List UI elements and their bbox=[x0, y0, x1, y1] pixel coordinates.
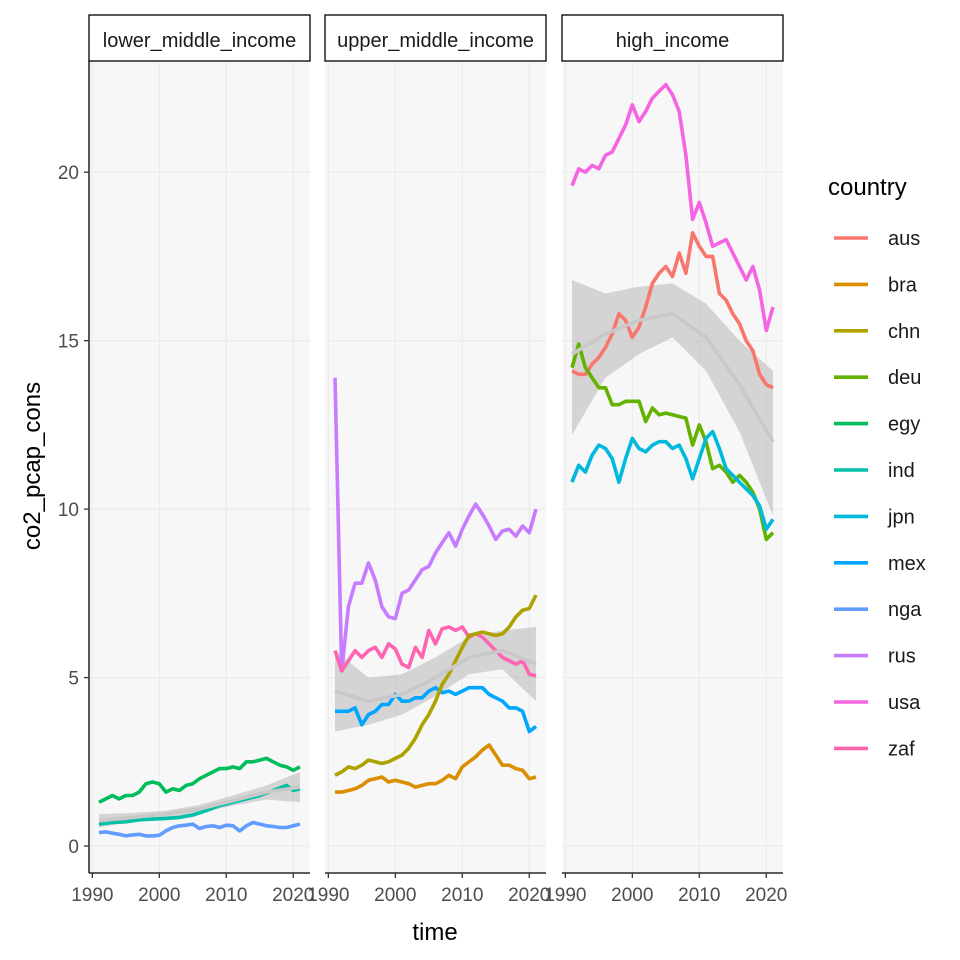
legend-label: jpn bbox=[887, 506, 915, 528]
series-line-aus bbox=[571, 231, 774, 390]
legend-entry-egy: egy bbox=[834, 414, 920, 436]
trend-confidence-band bbox=[572, 280, 773, 516]
legend-entry-deu: deu bbox=[834, 367, 921, 389]
series-line-usa bbox=[570, 82, 775, 333]
series-line-rus bbox=[333, 377, 538, 673]
y-tick-label: 0 bbox=[68, 837, 79, 858]
legend-label: nga bbox=[888, 599, 922, 621]
facet-strip-label: upper_middle_income bbox=[337, 30, 534, 52]
legend-label: mex bbox=[888, 553, 926, 575]
panel-background bbox=[562, 61, 783, 873]
legend-label: rus bbox=[888, 646, 916, 668]
legend-label: egy bbox=[888, 414, 920, 436]
legend-entry-jpn: jpn bbox=[834, 506, 915, 528]
legend-title: country bbox=[828, 174, 907, 201]
series-line-egy bbox=[98, 756, 301, 804]
legend-entry-usa: usa bbox=[834, 692, 921, 714]
legend-entry-bra: bra bbox=[834, 274, 918, 296]
y-tick-label: 10 bbox=[58, 500, 79, 521]
legend-entry-chn: chn bbox=[834, 321, 920, 343]
panel-background bbox=[325, 61, 546, 873]
legend-entry-rus: rus bbox=[834, 646, 916, 668]
legend-entry-nga: nga bbox=[834, 599, 922, 621]
facet-strip-label: high_income bbox=[616, 30, 729, 52]
legend-entry-mex: mex bbox=[834, 553, 926, 575]
legend-entry-ind: ind bbox=[834, 460, 915, 482]
x-tick-label: 2000 bbox=[374, 885, 416, 906]
facet-strip bbox=[88, 14, 311, 62]
x-axis-label: time bbox=[412, 919, 457, 946]
series-line-nga bbox=[98, 820, 301, 838]
panel-upper_middle_income: upper_middle_income 1990 2000 2010 2020 bbox=[307, 14, 550, 906]
x-tick-label: 2010 bbox=[678, 885, 720, 906]
facet-strip bbox=[324, 14, 547, 62]
series-line-bra bbox=[335, 743, 537, 794]
series-line-zaf bbox=[333, 625, 537, 678]
legend-label: usa bbox=[888, 692, 921, 714]
y-tick-label: 15 bbox=[58, 332, 79, 353]
x-tick-label: 2020 bbox=[508, 885, 550, 906]
facet-strip bbox=[561, 14, 784, 62]
facet-strip-label: lower_middle_income bbox=[103, 30, 296, 52]
series-line-deu bbox=[570, 342, 775, 542]
x-tick-label: 1990 bbox=[71, 885, 113, 906]
x-tick-label: 2020 bbox=[745, 885, 787, 906]
x-tick-label: 2000 bbox=[138, 885, 180, 906]
x-tick-label: 2010 bbox=[441, 885, 483, 906]
trend-line bbox=[98, 785, 301, 823]
legend-entry-aus: aus bbox=[834, 228, 920, 250]
x-tick-label: 1990 bbox=[544, 885, 586, 906]
legend-label: deu bbox=[888, 367, 921, 389]
y-tick-label: 5 bbox=[68, 669, 79, 690]
x-tick-label: 2000 bbox=[611, 885, 653, 906]
panel-lower_middle_income: lower_middle_income 0 5 10 15 20 1990 2000 2010 2… bbox=[58, 14, 314, 906]
legend-entry-zaf: zaf bbox=[834, 738, 915, 760]
trend-line bbox=[571, 311, 775, 443]
series-line-mex bbox=[335, 685, 538, 734]
legend-label: bra bbox=[888, 274, 918, 296]
series-line-jpn bbox=[570, 429, 775, 532]
trend-line bbox=[334, 648, 537, 704]
x-tick-label: 2010 bbox=[205, 885, 247, 906]
y-tick-label: 20 bbox=[58, 163, 79, 184]
legend-label: ind bbox=[888, 460, 915, 482]
x-tick-label: 2020 bbox=[272, 885, 314, 906]
series-line-chn bbox=[334, 594, 538, 777]
legend: country aus bra chn deu egy ind jpn mex nga rus us… bbox=[828, 174, 926, 760]
y-axis-label: co2_pcap_cons bbox=[19, 382, 46, 550]
legend-label: chn bbox=[888, 321, 920, 343]
x-tick-label: 1990 bbox=[307, 885, 349, 906]
panels-layer: lower_middle_income 0 5 10 15 20 1990 2000 2010 2… bbox=[58, 14, 787, 906]
panel-background bbox=[89, 61, 310, 873]
trend-confidence-band bbox=[99, 771, 300, 828]
legend-label: zaf bbox=[888, 738, 915, 760]
panel-high_income: high_income 1990 2000 2010 2020 bbox=[544, 14, 787, 906]
legend-label: aus bbox=[888, 228, 920, 250]
